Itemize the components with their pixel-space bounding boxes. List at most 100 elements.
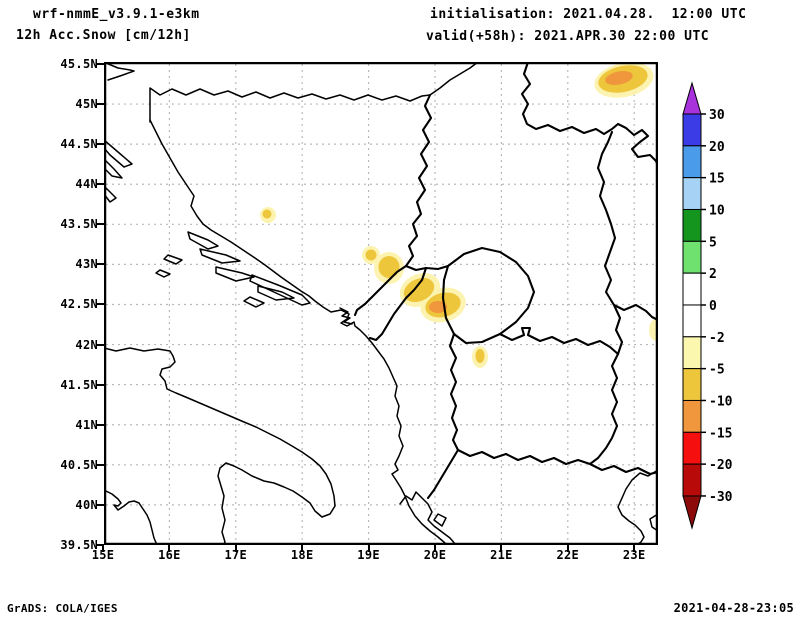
lon-tick-label: 15E (91, 548, 115, 562)
colorbar-segment (682, 208, 702, 242)
colorbar-tick-label: -20 (709, 458, 733, 473)
lon-tick-mark (434, 545, 436, 552)
snow-patch (378, 256, 400, 278)
lon-tick-mark (633, 545, 636, 552)
lat-tick-label: 44N (75, 177, 98, 192)
colorbar-segment (682, 272, 702, 306)
island (155, 269, 171, 278)
lon-tick-label: 18E (290, 548, 314, 562)
colorbar-under-arrow (682, 495, 702, 530)
colorbar-tick-label: 20 (709, 140, 725, 155)
coastline (399, 491, 457, 545)
lat-tick-mark (97, 143, 104, 146)
colorbar-segment (682, 177, 702, 210)
lat-tick-label: 42.5N (60, 297, 98, 312)
colorbar-tick-label: 0 (709, 299, 717, 314)
colorbar-over-arrow (682, 81, 702, 115)
island (163, 254, 183, 265)
lon-tick-mark (500, 545, 503, 552)
lon-tick-label: 23E (622, 548, 646, 562)
snow-patches (260, 62, 658, 368)
coastline (617, 469, 658, 545)
lat-tick-label: 41N (75, 417, 98, 432)
island (243, 296, 265, 308)
lat-tick-label: 41.5N (60, 377, 98, 392)
colorbar-segment (682, 304, 702, 338)
lat-tick-mark (97, 383, 104, 386)
lon-tick-mark (566, 545, 569, 552)
coastlines (104, 62, 658, 545)
grads-credit: GrADS: COLA/IGES (7, 602, 118, 615)
island (257, 285, 295, 301)
coastline (149, 62, 479, 123)
coastline (105, 62, 135, 81)
lat-tick-mark (97, 223, 104, 226)
lon-tick-mark (367, 545, 370, 552)
lat-tick-label: 40.5N (60, 457, 98, 472)
lon-tick-label: 19E (357, 548, 380, 562)
colorbar-segment (682, 399, 702, 433)
island (104, 139, 133, 168)
coastline (104, 347, 336, 545)
lat-tick-mark (97, 343, 104, 346)
island (187, 231, 219, 250)
lat-tick-label: 45N (75, 97, 98, 112)
snow-patch (605, 71, 633, 85)
border (426, 448, 460, 500)
colorbar-segment (682, 463, 702, 497)
island (104, 158, 123, 179)
colorbar-segment (682, 431, 702, 465)
colorbar-tick-label: -2 (709, 331, 725, 346)
lon-tick-label: 22E (556, 548, 580, 562)
colorbar-tick-label: 30 (709, 108, 725, 123)
valid-time-label: valid(+58h): 2021.APR.30 22:00 UTC (426, 29, 710, 44)
island (433, 513, 447, 527)
weather-map (104, 62, 658, 545)
lon-tick-mark (301, 545, 304, 552)
colorbar-tick-label: -10 (709, 394, 733, 409)
colorbar-segment (682, 240, 702, 274)
border (368, 266, 428, 342)
snow-patch (429, 301, 447, 313)
colorbar-tick-label: 15 (709, 172, 725, 187)
country-borders (353, 62, 658, 500)
lon-tick-label: 20E (423, 548, 447, 562)
lon-tick-label: 16E (158, 548, 181, 562)
initialisation-label: initialisation: 2021.04.28. 12:00 UTC (430, 7, 747, 22)
border (448, 332, 658, 476)
gridlines (106, 64, 656, 543)
colorbar-tick-label: 10 (709, 203, 725, 218)
creation-timestamp: 2021-04-28-23:05 (673, 601, 794, 615)
lat-tick-mark (97, 183, 104, 186)
map-frame (104, 62, 658, 545)
border (441, 246, 536, 345)
lat-tick-label: 42N (75, 337, 98, 352)
colorbar-tick-label: 5 (709, 235, 717, 250)
lon-tick-mark (102, 545, 104, 552)
lat-tick-mark (97, 103, 104, 106)
border (612, 303, 658, 322)
variable-title: 12h Acc.Snow [cm/12h] (16, 28, 191, 43)
colorbar-tick-label: -15 (709, 426, 732, 441)
snow-patch (365, 249, 377, 261)
coastline (104, 489, 158, 545)
coastline (149, 119, 449, 545)
lat-tick-label: 40N (75, 497, 98, 512)
colorbar-segment (682, 113, 702, 147)
colorbar-segment (682, 145, 702, 179)
lat-tick-mark (97, 263, 104, 266)
colorbar-segment (682, 336, 702, 370)
lon-tick-mark (234, 545, 237, 552)
lat-tick-mark (97, 463, 104, 466)
border (498, 326, 620, 356)
lat-tick-mark (97, 63, 104, 65)
lat-tick-label: 44.5N (60, 137, 98, 152)
colorbar-tick-label: 2 (709, 267, 717, 282)
island (215, 266, 255, 282)
lon-tick-label: 21E (490, 548, 513, 562)
coastline (339, 307, 353, 325)
lon-tick-label: 17E (224, 548, 248, 562)
snow-patch (403, 277, 435, 303)
lat-tick-mark (97, 503, 104, 506)
